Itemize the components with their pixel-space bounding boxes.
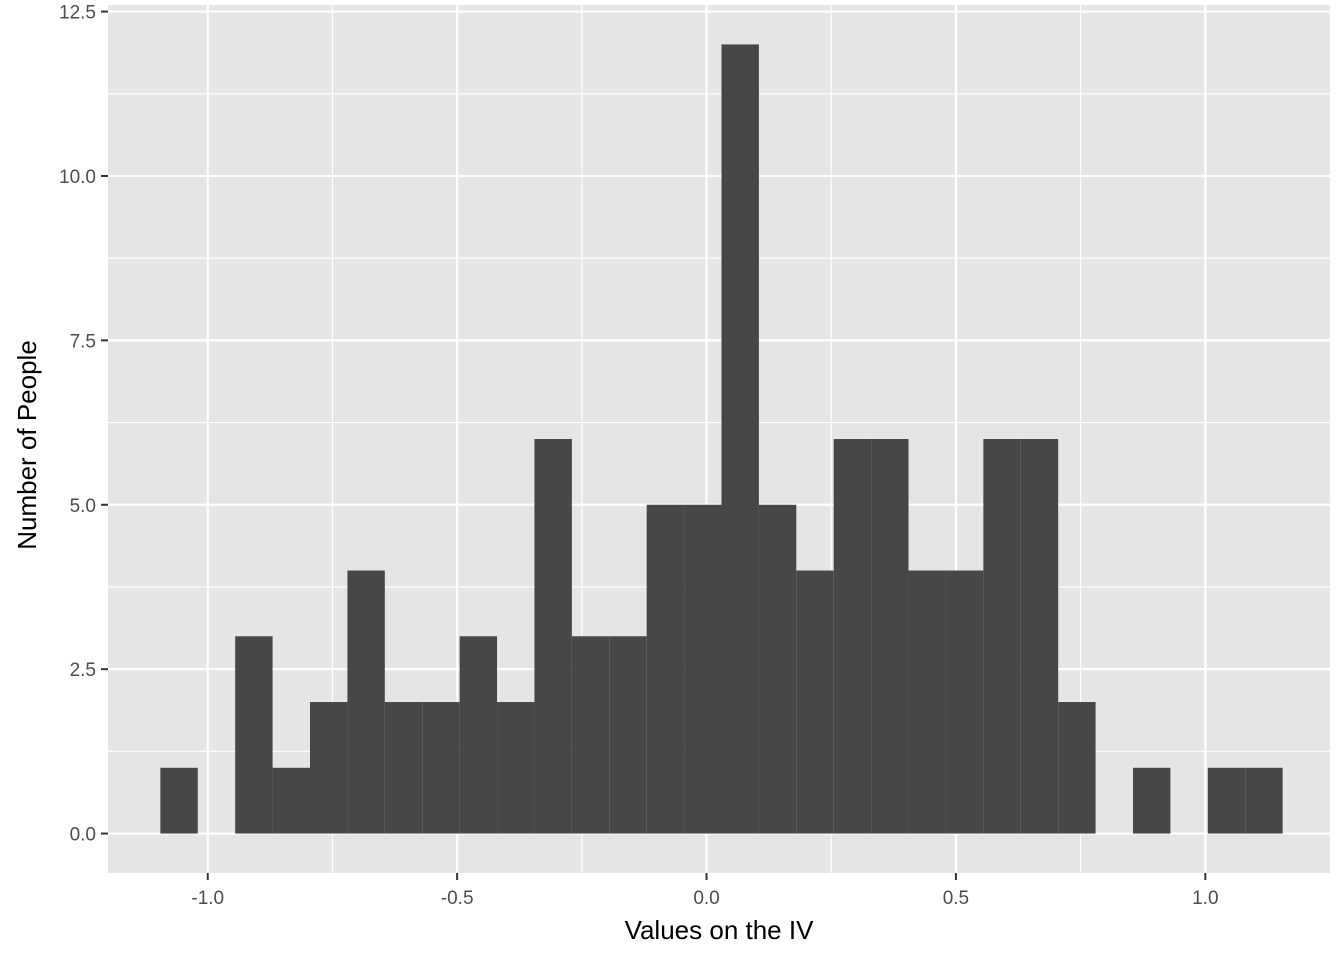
- y-axis-title: Number of People: [12, 340, 42, 550]
- histogram-bar: [459, 636, 498, 834]
- y-tick-label: 10.0: [59, 167, 96, 188]
- histogram-bar: [908, 570, 946, 834]
- histogram-bar: [272, 767, 311, 834]
- histogram-bar: [983, 439, 1021, 834]
- histogram-bar: [534, 439, 572, 834]
- y-tick-label: 5.0: [70, 496, 96, 517]
- y-tick-label: 0.0: [70, 825, 96, 846]
- x-axis: -1.0 -0.5 0.0 0.5 1.0: [191, 873, 1219, 909]
- y-tick-label: 7.5: [70, 331, 96, 352]
- histogram-bar: [1245, 767, 1283, 834]
- histogram-bar: [796, 570, 834, 834]
- x-tick-label: -1.0: [191, 888, 224, 909]
- x-tick-label: 0.0: [693, 888, 719, 909]
- histogram-bar: [758, 504, 797, 834]
- histogram-bar: [422, 702, 460, 834]
- histogram-bar: [1058, 702, 1096, 834]
- histogram-bar: [347, 570, 385, 834]
- histogram-bar: [945, 570, 984, 834]
- histogram-bar: [646, 504, 685, 834]
- histogram-bar: [721, 44, 759, 834]
- histogram-bar: [310, 702, 348, 834]
- histogram-bar: [609, 636, 647, 834]
- x-axis-title: Values on the IV: [625, 915, 815, 945]
- histogram-bars: [160, 44, 1283, 834]
- y-axis: 0.0 2.5 5.0 7.5 10.0 12.5: [59, 3, 108, 846]
- x-tick-label: 0.5: [943, 888, 969, 909]
- histogram-bar: [684, 504, 722, 834]
- histogram-bar: [1207, 767, 1246, 834]
- histogram-bar: [1020, 439, 1059, 834]
- y-tick-label: 2.5: [70, 660, 96, 681]
- y-tick-label: 12.5: [59, 3, 96, 24]
- histogram-bar: [160, 767, 198, 834]
- histogram-bar: [235, 636, 273, 834]
- x-tick-label: 1.0: [1192, 888, 1218, 909]
- histogram-bar: [384, 702, 423, 834]
- histogram-bar: [871, 439, 909, 834]
- histogram-bar: [497, 702, 535, 834]
- histogram-bar: [1132, 767, 1171, 834]
- x-tick-label: -0.5: [441, 888, 474, 909]
- histogram-bar: [833, 439, 872, 834]
- histogram-bar: [571, 636, 610, 834]
